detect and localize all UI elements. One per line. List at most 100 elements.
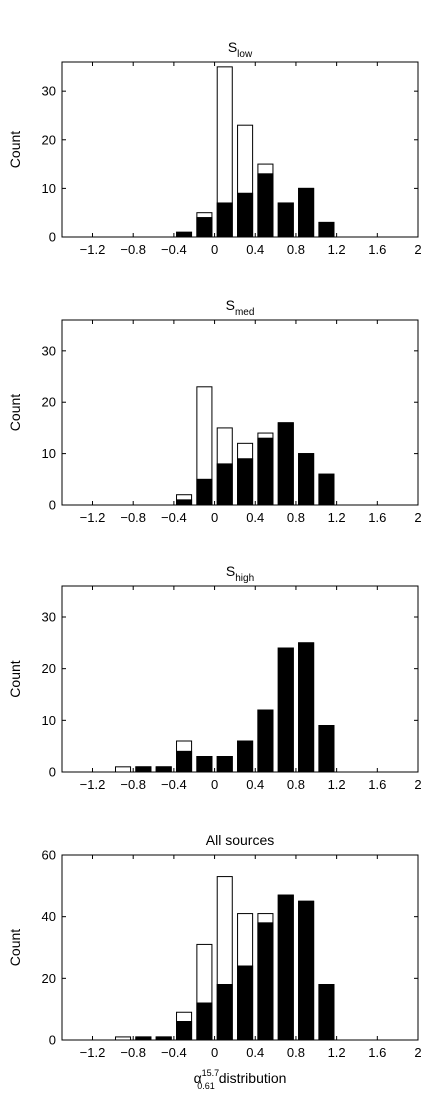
chart-panel: All sources−1.2 −0.8 −0.4 0 0.4 0.8 1.2 1.6 2020… [7,832,422,1091]
bar-filled [216,984,233,1041]
x-tick-label: −1.2 [80,510,106,525]
bar-filled [216,756,233,773]
y-tick-label: 10 [42,446,56,461]
y-tick-label: 0 [49,230,56,245]
x-tick-label: −0.8 [120,1045,146,1060]
y-tick-label: 20 [42,132,56,147]
chart-title-subscript: high [235,573,254,584]
bar-filled [135,766,152,773]
x-tick-label: 2 [414,242,421,257]
bar-filled [298,900,315,1041]
y-tick-label: 0 [49,1033,56,1048]
bar-filled [216,202,233,238]
bar-filled [196,756,213,773]
x-tick-label: 1.6 [368,1045,386,1060]
x-tick-label: 0.8 [287,510,305,525]
bar-filled [196,478,213,506]
y-tick-label: 20 [42,661,56,676]
x-tick-label: −0.8 [120,242,146,257]
bar-filled [176,1021,193,1041]
x-tick-label: −0.8 [120,777,146,792]
y-tick-label: 20 [42,395,56,410]
bar-filled [237,740,254,773]
bar-filled [216,463,233,506]
x-tick-label: −0.4 [161,1045,187,1060]
bar-filled [257,173,274,238]
bar-filled [277,202,294,238]
bar-filled [257,437,274,506]
y-axis-label: Count [7,131,23,168]
bar-filled [237,192,254,238]
x-tick-label: 0.4 [246,242,264,257]
bar-filled [277,894,294,1041]
bar-filled [176,499,193,506]
bar-filled [318,984,335,1041]
bar-filled [277,647,294,773]
chart-panel: Smed−1.2 −0.8 −0.4 0 0.4 0.8 1.2 1.6 20102030Cou… [7,297,422,525]
y-tick-label: 60 [42,848,56,863]
y-tick-label: 10 [42,181,56,196]
y-tick-label: 40 [42,909,56,924]
x-tick-label: 2 [414,1045,421,1060]
x-axis-label-symbol: α [194,1070,202,1086]
x-tick-label: −0.4 [161,510,187,525]
x-tick-label: 0.4 [246,777,264,792]
y-axis-label: Count [7,660,23,697]
y-tick-label: 20 [42,971,56,986]
y-tick-label: 30 [42,610,56,625]
y-axis-label: Count [7,929,23,966]
x-tick-label: 1.2 [328,777,346,792]
y-tick-label: 30 [42,343,56,358]
chart-title-subscript: med [235,307,254,318]
bar-outline [115,766,132,773]
bar-filled [237,458,254,506]
x-tick-label: 1.6 [368,510,386,525]
x-tick-label: 0.4 [246,510,264,525]
chart-title-main: S [226,563,235,579]
y-tick-label: 0 [49,765,56,780]
x-tick-label: 0 [211,242,218,257]
x-tick-label: 0.8 [287,777,305,792]
x-tick-label: 1.2 [328,242,346,257]
chart-title: Shigh [226,563,254,584]
x-tick-label: 0 [211,1045,218,1060]
bar-filled [196,1002,213,1041]
x-tick-label: 2 [414,777,421,792]
bar-filled [298,187,315,238]
bar-filled [318,221,335,238]
bar-filled [155,766,172,773]
x-tick-label: −0.4 [161,242,187,257]
chart-title: All sources [206,832,274,848]
y-tick-label: 10 [42,713,56,728]
x-axis-label-superscript: 15.7 [202,1068,220,1078]
bar-filled [237,965,254,1041]
bar-filled [318,725,335,773]
x-tick-label: 0.8 [287,1045,305,1060]
bar-filled [318,473,335,506]
bar-filled [176,231,193,238]
y-tick-label: 0 [49,498,56,513]
x-tick-label: 1.2 [328,510,346,525]
y-axis-label: Count [7,394,23,431]
x-tick-label: 1.2 [328,1045,346,1060]
chart-title-subscript: low [237,49,253,60]
bar-filled [257,709,274,773]
bar-filled [196,217,213,238]
chart-title-main: All sources [206,832,274,848]
x-tick-label: 0.8 [287,242,305,257]
x-axis-label: α15.7 0.61 distribution [194,1068,287,1091]
x-tick-label: 0 [211,777,218,792]
chart-title-main: S [228,39,237,55]
plot-frame [61,854,419,1041]
x-axis-label-subscript: 0.61 [197,1081,215,1091]
x-tick-label: −1.2 [80,777,106,792]
chart-title: Smed [226,297,255,318]
bar-filled [298,642,315,773]
x-tick-label: −1.2 [80,242,106,257]
x-tick-label: 0.4 [246,1045,264,1060]
chart-panel: Shigh−1.2 −0.8 −0.4 0 0.4 0.8 1.2 1.6 20102030Co… [7,563,422,792]
x-tick-label: −0.4 [161,777,187,792]
x-axis-label-text: distribution [219,1070,287,1086]
bar-filled [277,422,294,506]
